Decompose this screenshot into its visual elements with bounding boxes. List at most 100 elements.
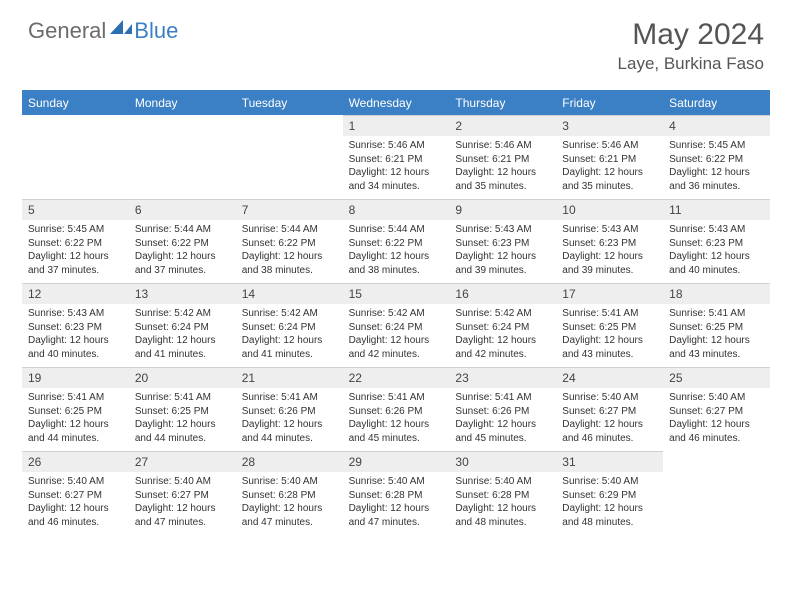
day-body: Sunrise: 5:45 AMSunset: 6:22 PMDaylight:…	[22, 220, 129, 283]
day-cell: 9Sunrise: 5:43 AMSunset: 6:23 PMDaylight…	[449, 199, 556, 283]
day-cell: 17Sunrise: 5:41 AMSunset: 6:25 PMDayligh…	[556, 283, 663, 367]
daylight-line: Daylight: 12 hours and 39 minutes.	[455, 250, 550, 277]
weekday-header: Tuesday	[236, 92, 343, 115]
sunrise-line: Sunrise: 5:40 AM	[562, 391, 657, 405]
day-cell: 13Sunrise: 5:42 AMSunset: 6:24 PMDayligh…	[129, 283, 236, 367]
weekday-header: Saturday	[663, 92, 770, 115]
sunset-line: Sunset: 6:25 PM	[135, 405, 230, 419]
daylight-line: Daylight: 12 hours and 34 minutes.	[349, 166, 444, 193]
sunset-line: Sunset: 6:26 PM	[455, 405, 550, 419]
day-body: Sunrise: 5:40 AMSunset: 6:27 PMDaylight:…	[129, 472, 236, 535]
day-cell: 10Sunrise: 5:43 AMSunset: 6:23 PMDayligh…	[556, 199, 663, 283]
logo-sail-icon	[110, 20, 132, 34]
daylight-line: Daylight: 12 hours and 44 minutes.	[28, 418, 123, 445]
day-number: 26	[22, 451, 129, 472]
sunset-line: Sunset: 6:25 PM	[562, 321, 657, 335]
title-block: May 2024 Laye, Burkina Faso	[618, 18, 764, 74]
sunrise-line: Sunrise: 5:46 AM	[455, 139, 550, 153]
sunrise-line: Sunrise: 5:40 AM	[349, 475, 444, 489]
day-number: 19	[22, 367, 129, 388]
day-body: Sunrise: 5:41 AMSunset: 6:25 PMDaylight:…	[129, 388, 236, 451]
day-body: Sunrise: 5:43 AMSunset: 6:23 PMDaylight:…	[556, 220, 663, 283]
sunset-line: Sunset: 6:24 PM	[135, 321, 230, 335]
day-number: 16	[449, 283, 556, 304]
day-body: Sunrise: 5:40 AMSunset: 6:28 PMDaylight:…	[236, 472, 343, 535]
daylight-line: Daylight: 12 hours and 36 minutes.	[669, 166, 764, 193]
sunset-line: Sunset: 6:23 PM	[28, 321, 123, 335]
day-cell: 30 Sunrise: 5:40 AMSunset: 6:28 PMDayligh…	[449, 451, 556, 535]
sunset-line: Sunset: 6:25 PM	[28, 405, 123, 419]
sunset-line: Sunset: 6:26 PM	[242, 405, 337, 419]
day-body: Sunrise: 5:40 AMSunset: 6:27 PMDaylight:…	[663, 388, 770, 451]
daylight-line: Daylight: 12 hours and 46 minutes.	[669, 418, 764, 445]
day-number: 24	[556, 367, 663, 388]
sunset-line: Sunset: 6:28 PM	[242, 489, 337, 503]
day-number: 25	[663, 367, 770, 388]
day-body: Sunrise: 5:41 AMSunset: 6:25 PMDaylight:…	[556, 304, 663, 367]
sunset-line: Sunset: 6:27 PM	[562, 405, 657, 419]
day-number: 5	[22, 199, 129, 220]
day-body: Sunrise: 5:44 AMSunset: 6:22 PMDaylight:…	[129, 220, 236, 283]
weekday-header: Thursday	[449, 92, 556, 115]
day-number: 17	[556, 283, 663, 304]
sunset-line: Sunset: 6:22 PM	[669, 153, 764, 167]
sunset-line: Sunset: 6:23 PM	[562, 237, 657, 251]
day-cell: 15Sunrise: 5:42 AMSunset: 6:24 PMDayligh…	[343, 283, 450, 367]
sunrise-line: Sunrise: 5:40 AM	[455, 475, 550, 489]
day-cell: 6Sunrise: 5:44 AMSunset: 6:22 PMDaylight…	[129, 199, 236, 283]
day-cell: 2Sunrise: 5:46 AMSunset: 6:21 PMDaylight…	[449, 115, 556, 199]
daylight-line: Daylight: 12 hours and 35 minutes.	[455, 166, 550, 193]
sunset-line: Sunset: 6:27 PM	[135, 489, 230, 503]
daylight-line: Daylight: 12 hours and 45 minutes.	[349, 418, 444, 445]
day-cell: 22Sunrise: 5:41 AMSunset: 6:26 PMDayligh…	[343, 367, 450, 451]
day-body: Sunrise: 5:40 AMSunset: 6:27 PMDaylight:…	[556, 388, 663, 451]
week-row: 26Sunrise: 5:40 AMSunset: 6:27 PMDayligh…	[22, 451, 770, 535]
day-cell: 31Sunrise: 5:40 AMSunset: 6:29 PMDayligh…	[556, 451, 663, 535]
daylight-line: Daylight: 12 hours and 35 minutes.	[562, 166, 657, 193]
day-number: 31	[556, 451, 663, 472]
day-cell: 27Sunrise: 5:40 AMSunset: 6:27 PMDayligh…	[129, 451, 236, 535]
day-number: 21	[236, 367, 343, 388]
day-number: 22	[343, 367, 450, 388]
day-body: Sunrise: 5:41 AMSunset: 6:26 PMDaylight:…	[343, 388, 450, 451]
sunrise-line: Sunrise: 5:42 AM	[135, 307, 230, 321]
location: Laye, Burkina Faso	[618, 54, 764, 74]
day-number: 6	[129, 199, 236, 220]
sunrise-line: Sunrise: 5:43 AM	[562, 223, 657, 237]
month-title: May 2024	[618, 18, 764, 52]
day-cell: 28Sunrise: 5:40 AMSunset: 6:28 PMDayligh…	[236, 451, 343, 535]
daylight-line: Daylight: 12 hours and 48 minutes.	[455, 502, 550, 529]
day-body: Sunrise: 5:40 AMSunset: 6:28 PMDaylight:…	[343, 472, 450, 535]
day-body: Sunrise: 5:44 AMSunset: 6:22 PMDaylight:…	[343, 220, 450, 283]
sunset-line: Sunset: 6:23 PM	[669, 237, 764, 251]
sunrise-line: Sunrise: 5:41 AM	[28, 391, 123, 405]
week-row: 12Sunrise: 5:43 AMSunset: 6:23 PMDayligh…	[22, 283, 770, 367]
sunset-line: Sunset: 6:28 PM	[455, 489, 550, 503]
day-body	[22, 122, 129, 131]
day-cell: 4Sunrise: 5:45 AMSunset: 6:22 PMDaylight…	[663, 115, 770, 199]
day-body: Sunrise: 5:45 AMSunset: 6:22 PMDaylight:…	[663, 136, 770, 199]
daylight-line: Daylight: 12 hours and 37 minutes.	[135, 250, 230, 277]
day-body: Sunrise: 5:41 AMSunset: 6:26 PMDaylight:…	[449, 388, 556, 451]
daylight-line: Daylight: 12 hours and 43 minutes.	[669, 334, 764, 361]
day-number: 2	[449, 115, 556, 136]
daylight-line: Daylight: 12 hours and 47 minutes.	[349, 502, 444, 529]
day-body	[236, 122, 343, 131]
day-body: Sunrise: 5:41 AMSunset: 6:26 PMDaylight:…	[236, 388, 343, 451]
day-body: Sunrise: 5:43 AMSunset: 6:23 PMDaylight:…	[449, 220, 556, 283]
day-body: Sunrise: 5:43 AMSunset: 6:23 PMDaylight:…	[22, 304, 129, 367]
sunset-line: Sunset: 6:24 PM	[455, 321, 550, 335]
logo-text-blue: Blue	[134, 18, 178, 44]
sunset-line: Sunset: 6:24 PM	[349, 321, 444, 335]
day-body: Sunrise: 5:44 AMSunset: 6:22 PMDaylight:…	[236, 220, 343, 283]
sunrise-line: Sunrise: 5:41 AM	[135, 391, 230, 405]
sunrise-line: Sunrise: 5:46 AM	[349, 139, 444, 153]
day-body	[663, 458, 770, 467]
sunrise-line: Sunrise: 5:40 AM	[135, 475, 230, 489]
sunrise-line: Sunrise: 5:41 AM	[669, 307, 764, 321]
day-number: 30	[449, 451, 556, 472]
sunrise-line: Sunrise: 5:41 AM	[455, 391, 550, 405]
weekday-header-row: SundayMondayTuesdayWednesdayThursdayFrid…	[22, 92, 770, 115]
sunset-line: Sunset: 6:27 PM	[669, 405, 764, 419]
sunrise-line: Sunrise: 5:42 AM	[242, 307, 337, 321]
